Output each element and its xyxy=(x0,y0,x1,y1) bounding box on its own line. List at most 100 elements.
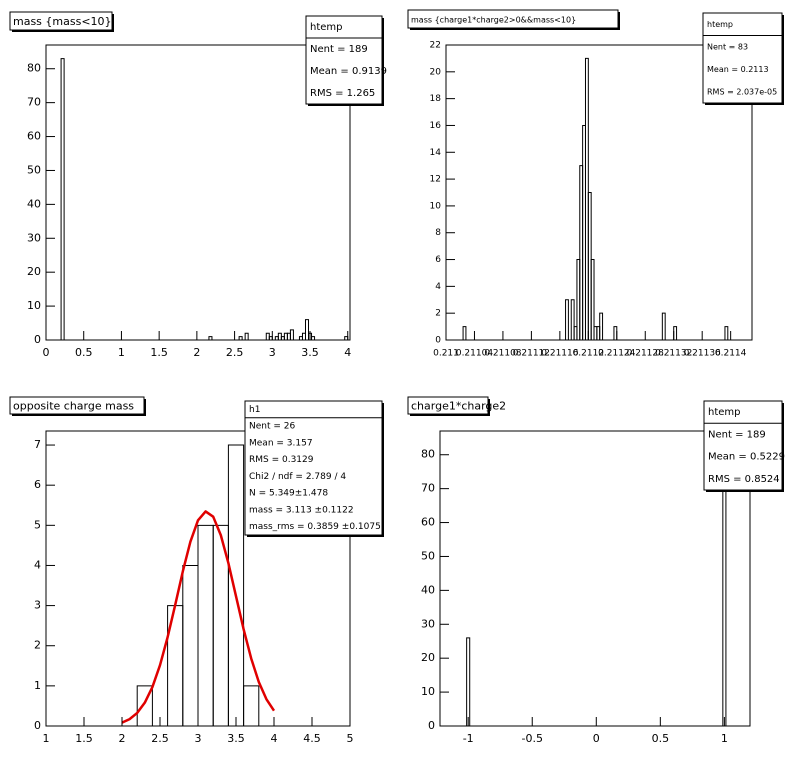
x-tick-label: 0.5 xyxy=(75,346,93,359)
y-tick-label: 0 xyxy=(34,333,41,346)
y-tick-label: 4 xyxy=(34,558,41,571)
x-tick-label: 2.5 xyxy=(226,346,244,359)
y-tick-label: 16 xyxy=(430,121,442,131)
fit-curve xyxy=(121,510,276,724)
y-tick-label: 2 xyxy=(34,639,41,652)
y-tick-label: 50 xyxy=(27,163,41,176)
pad: -1 -0.5 0 0.5 101020304050607080charge1*char… xyxy=(407,396,785,745)
stats-entry: RMS = 1.265 xyxy=(310,88,375,99)
frame xyxy=(45,44,351,341)
x-tick-label: -0.5 xyxy=(521,732,542,745)
histogram-bin xyxy=(238,336,243,340)
stats-entry: Nent = 26 xyxy=(249,422,295,432)
y-tick-label: 10 xyxy=(421,685,435,698)
y-tick-label: 60 xyxy=(27,130,41,143)
x-tick-label: 0.5 xyxy=(652,732,670,745)
histogram-bin xyxy=(466,637,471,726)
histogram-bin xyxy=(565,299,569,340)
x-tick-label: 1 xyxy=(43,732,50,745)
y-tick-label: 50 xyxy=(421,549,435,562)
histogram-bin xyxy=(599,312,604,340)
stats-entry: Nent = 189 xyxy=(310,44,368,55)
x-tick-label: 3.5 xyxy=(227,732,245,745)
x-tick-label: 0 xyxy=(593,732,600,745)
stats-name: htemp xyxy=(707,20,733,29)
stats-entry: RMS = 0.3129 xyxy=(249,455,314,465)
x-tick-label: 4 xyxy=(344,346,351,359)
x-tick-label: 0.2112 xyxy=(573,349,605,359)
x-tick-label: 0 xyxy=(43,346,50,359)
histogram-bin xyxy=(227,444,245,726)
chart-title: mass {mass<10} xyxy=(13,15,112,28)
x-tick-label: 0.21136 xyxy=(684,349,721,359)
x-tick-label: 1.5 xyxy=(150,346,168,359)
y-tick-label: 6 xyxy=(34,478,41,491)
y-tick-label: 20 xyxy=(421,651,435,664)
y-tick-label: 20 xyxy=(27,265,41,278)
x-tick-label: 1 xyxy=(721,732,728,745)
histogram-bin xyxy=(311,336,316,340)
y-tick-label: 0 xyxy=(34,719,41,732)
stats-name: htemp xyxy=(708,407,741,418)
title-box xyxy=(407,9,619,29)
x-tick-label: 2 xyxy=(193,346,200,359)
stats-entry: Mean = 0.5229 xyxy=(708,452,785,463)
stats-box xyxy=(244,400,383,536)
x-tick-label: 4.5 xyxy=(303,732,321,745)
x-tick-label: 0.21112 xyxy=(513,349,550,359)
x-tick-label: 3.5 xyxy=(301,346,319,359)
histogram-bin xyxy=(590,259,595,340)
stats-entry: mass_rms = 0.3859 ±0.1075 xyxy=(249,522,381,532)
stats-entry: Chi2 / ndf = 2.789 / 4 xyxy=(249,472,346,482)
stats-entry: Nent = 189 xyxy=(708,429,766,440)
pad: 0.2110.211040.211080.211120.211160.21120… xyxy=(407,9,784,359)
histogram-bin xyxy=(462,326,467,340)
x-tick-label: 0.21124 xyxy=(598,349,635,359)
stats-entry: Mean = 0.2113 xyxy=(707,65,769,74)
title-box xyxy=(9,396,145,415)
histogram-bin xyxy=(60,58,65,340)
frame xyxy=(439,430,751,727)
frame-bg xyxy=(440,431,750,726)
x-tick-label: 0.21108 xyxy=(484,349,521,359)
y-tick-label: 70 xyxy=(27,96,41,109)
histogram-bin xyxy=(724,326,729,340)
x-tick-label: 2 xyxy=(119,732,126,745)
y-tick-label: 22 xyxy=(430,41,441,51)
histogram-bin xyxy=(244,332,249,340)
y-tick-label: 40 xyxy=(421,583,435,596)
y-tick-label: 0 xyxy=(428,719,435,732)
stats-entry: Nent = 83 xyxy=(707,42,748,51)
stats-box xyxy=(305,15,383,105)
x-tick-label: 1.5 xyxy=(75,732,93,745)
stats-entry: RMS = 0.8524 xyxy=(708,474,780,485)
stats-entry: RMS = 2.037e-05 xyxy=(707,87,777,96)
stats-entry: N = 5.349±1.478 xyxy=(249,489,328,499)
title-box xyxy=(9,11,113,31)
histogram-bin xyxy=(243,685,260,726)
y-tick-label: 5 xyxy=(34,518,41,531)
stats-name: htemp xyxy=(310,22,343,33)
stats-entry: Mean = 3.157 xyxy=(249,438,313,448)
y-tick-label: 20 xyxy=(430,67,442,77)
plot-area xyxy=(46,58,350,340)
x-tick-label: -1 xyxy=(463,732,474,745)
x-tick-label: 3 xyxy=(195,732,202,745)
histogram-bin xyxy=(208,336,213,340)
frame xyxy=(445,44,753,341)
y-tick-label: 18 xyxy=(430,94,442,104)
stats-entry: Mean = 0.9139 xyxy=(310,66,387,77)
y-tick-label: 80 xyxy=(421,448,435,461)
stats-box xyxy=(702,12,783,104)
stats-box xyxy=(703,400,783,491)
y-tick-label: 80 xyxy=(27,62,41,75)
x-tick-label: 0.2114 xyxy=(715,349,747,359)
chart-title: charge1*charge2 xyxy=(411,400,506,413)
title-box xyxy=(407,396,489,415)
histogram-bin xyxy=(136,685,153,726)
y-tick-label: 40 xyxy=(27,197,41,210)
plot-area xyxy=(121,444,276,726)
x-tick-label: 0.21116 xyxy=(541,349,578,359)
x-tick-label: 3 xyxy=(269,346,276,359)
